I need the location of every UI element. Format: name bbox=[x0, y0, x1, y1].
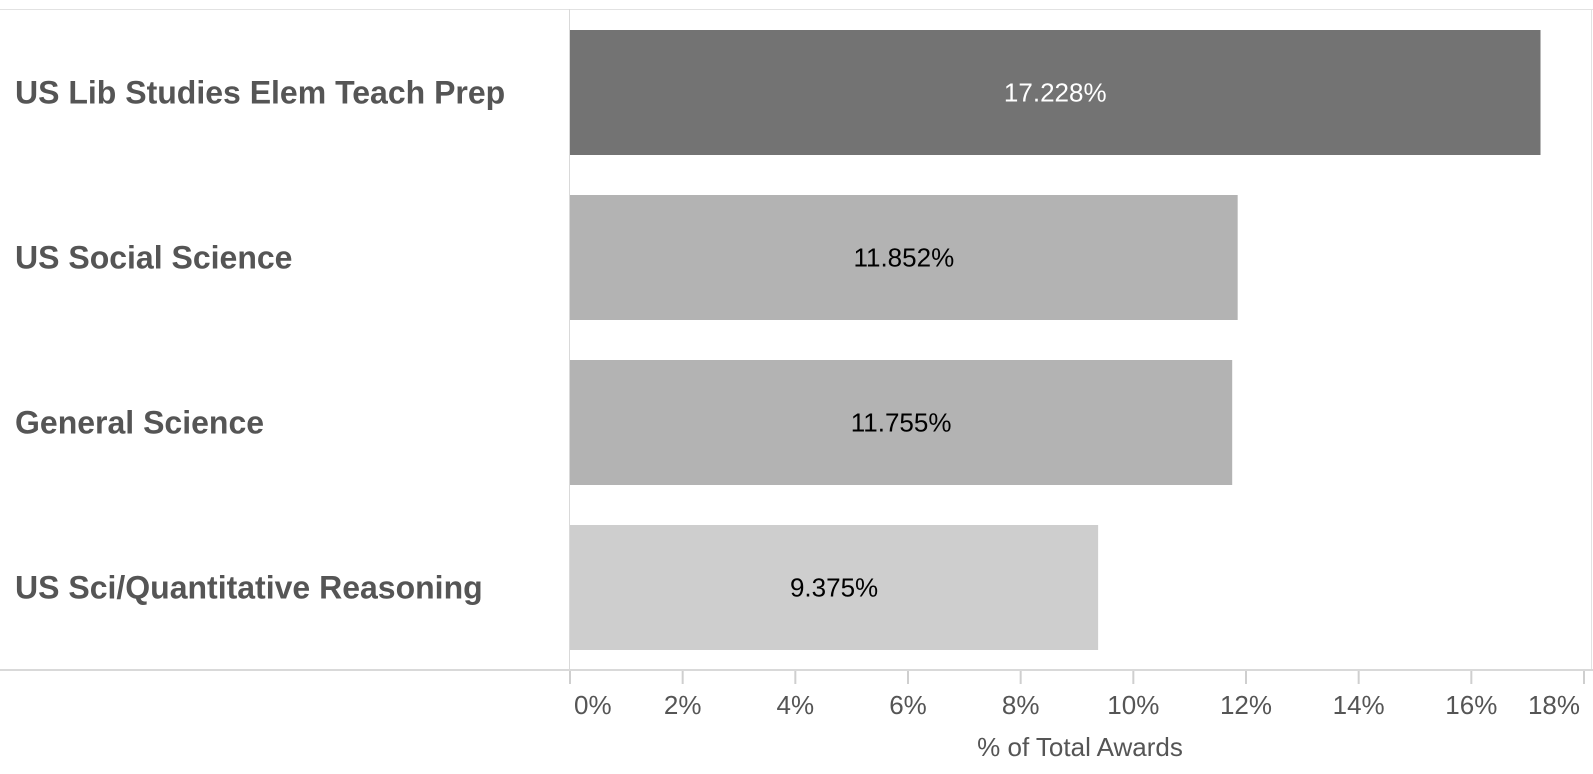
bar-labels-group: 17.228% 11.852% 11.755% 9.375% bbox=[790, 78, 1107, 603]
x-ticks-group: 0% 2% 4% 6% 8% 10% 12% 14% 16% 18% bbox=[569, 671, 1585, 720]
x-tick-label-0: 0% bbox=[574, 690, 612, 720]
category-label-1: US Social Science bbox=[15, 240, 292, 276]
bar-3 bbox=[570, 525, 1099, 650]
x-tick-label-8: 16% bbox=[1445, 690, 1497, 720]
bar-value-label-1: 11.852% bbox=[853, 243, 954, 273]
category-labels-group: US Lib Studies Elem Teach Prep US Social … bbox=[15, 75, 505, 606]
bar-value-label-2: 11.755% bbox=[851, 408, 952, 438]
category-label-2: General Science bbox=[15, 405, 264, 441]
bars-group bbox=[570, 30, 1541, 650]
x-tick-label-9: 18% bbox=[1528, 690, 1580, 720]
bar-1 bbox=[570, 195, 1238, 320]
frame bbox=[0, 9, 1593, 684]
x-tick-label-6: 12% bbox=[1220, 690, 1272, 720]
x-tick-label-5: 10% bbox=[1107, 690, 1159, 720]
x-tick-label-4: 8% bbox=[1002, 690, 1040, 720]
bar-value-label-0: 17.228% bbox=[1004, 78, 1107, 108]
x-tick-label-1: 2% bbox=[664, 690, 702, 720]
category-label-3: US Sci/Quantitative Reasoning bbox=[15, 570, 483, 606]
x-tick-label-7: 14% bbox=[1333, 690, 1385, 720]
x-tick-label-2: 4% bbox=[777, 690, 815, 720]
x-axis-title: % of Total Awards bbox=[977, 732, 1183, 762]
category-label-0: US Lib Studies Elem Teach Prep bbox=[15, 75, 505, 111]
bar-0 bbox=[570, 30, 1541, 155]
bar-2 bbox=[570, 360, 1233, 485]
bar-value-label-3: 9.375% bbox=[790, 573, 878, 603]
x-tick-label-3: 6% bbox=[889, 690, 927, 720]
